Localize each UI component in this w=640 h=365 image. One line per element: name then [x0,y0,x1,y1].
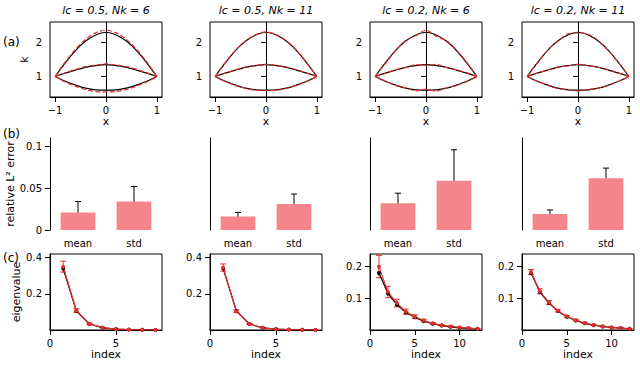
svg-text:std: std [286,238,301,249]
svg-text:−1: −1 [208,105,223,116]
svg-text:10: 10 [605,338,618,349]
svg-text:0.1: 0.1 [346,293,362,304]
svg-text:5: 5 [564,338,570,349]
svg-text:mean: mean [536,238,564,249]
svg-text:lc = 0.5, Nk = 6: lc = 0.5, Nk = 6 [62,4,150,17]
svg-text:0.05: 0.05 [20,183,42,194]
svg-text:10: 10 [453,338,466,349]
svg-text:0: 0 [207,338,213,349]
svg-text:0: 0 [263,105,269,116]
svg-text:1: 1 [508,71,514,82]
svg-text:1: 1 [626,105,632,116]
svg-text:0.1: 0.1 [498,293,514,304]
svg-text:5: 5 [273,338,279,349]
svg-text:0.2: 0.2 [498,261,514,272]
svg-text:1: 1 [474,105,480,116]
svg-text:mean: mean [384,238,412,249]
svg-text:lc = 0.5, Nk = 11: lc = 0.5, Nk = 11 [219,4,314,17]
svg-text:std: std [598,238,613,249]
svg-text:k: k [18,56,31,63]
svg-text:2: 2 [36,37,42,48]
svg-text:0.2: 0.2 [26,288,42,299]
svg-text:mean: mean [64,238,92,249]
svg-text:1: 1 [36,71,42,82]
svg-text:1: 1 [196,71,202,82]
svg-text:0: 0 [36,225,42,236]
svg-text:0: 0 [367,338,373,349]
svg-text:−1: −1 [48,105,63,116]
svg-text:lc = 0.2, Nk = 6: lc = 0.2, Nk = 6 [382,4,470,17]
svg-text:0: 0 [575,105,581,116]
svg-text:(a): (a) [3,35,20,49]
svg-text:x: x [263,115,270,128]
svg-text:index: index [411,348,442,361]
svg-text:x: x [423,115,430,128]
svg-text:2: 2 [356,37,362,48]
svg-text:1: 1 [154,105,160,116]
svg-text:0.1: 0.1 [26,141,42,152]
svg-text:lc = 0.2, Nk = 11: lc = 0.2, Nk = 11 [531,4,626,17]
svg-text:(c): (c) [3,251,19,265]
svg-text:−1: −1 [368,105,383,116]
svg-text:index: index [563,348,594,361]
svg-text:index: index [91,348,122,361]
svg-text:0.4: 0.4 [186,252,202,263]
svg-text:eigenvalue: eigenvalue [10,261,23,322]
svg-text:std: std [126,238,141,249]
svg-text:2: 2 [508,37,514,48]
svg-text:2: 2 [196,37,202,48]
svg-text:0.2: 0.2 [346,261,362,272]
svg-text:0: 0 [423,105,429,116]
svg-text:1: 1 [356,71,362,82]
svg-text:−1: −1 [520,105,535,116]
svg-text:0: 0 [103,105,109,116]
svg-text:(b): (b) [3,127,20,141]
svg-text:0: 0 [47,338,53,349]
svg-text:index: index [251,348,282,361]
svg-text:0: 0 [519,338,525,349]
svg-text:mean: mean [224,238,252,249]
svg-text:5: 5 [412,338,418,349]
svg-text:x: x [575,115,582,128]
svg-text:0.4: 0.4 [26,252,42,263]
svg-text:0.2: 0.2 [186,288,202,299]
svg-text:std: std [446,238,461,249]
svg-text:x: x [103,115,110,128]
svg-text:5: 5 [113,338,119,349]
svg-text:relative L² error: relative L² error [4,141,17,227]
svg-text:1: 1 [314,105,320,116]
